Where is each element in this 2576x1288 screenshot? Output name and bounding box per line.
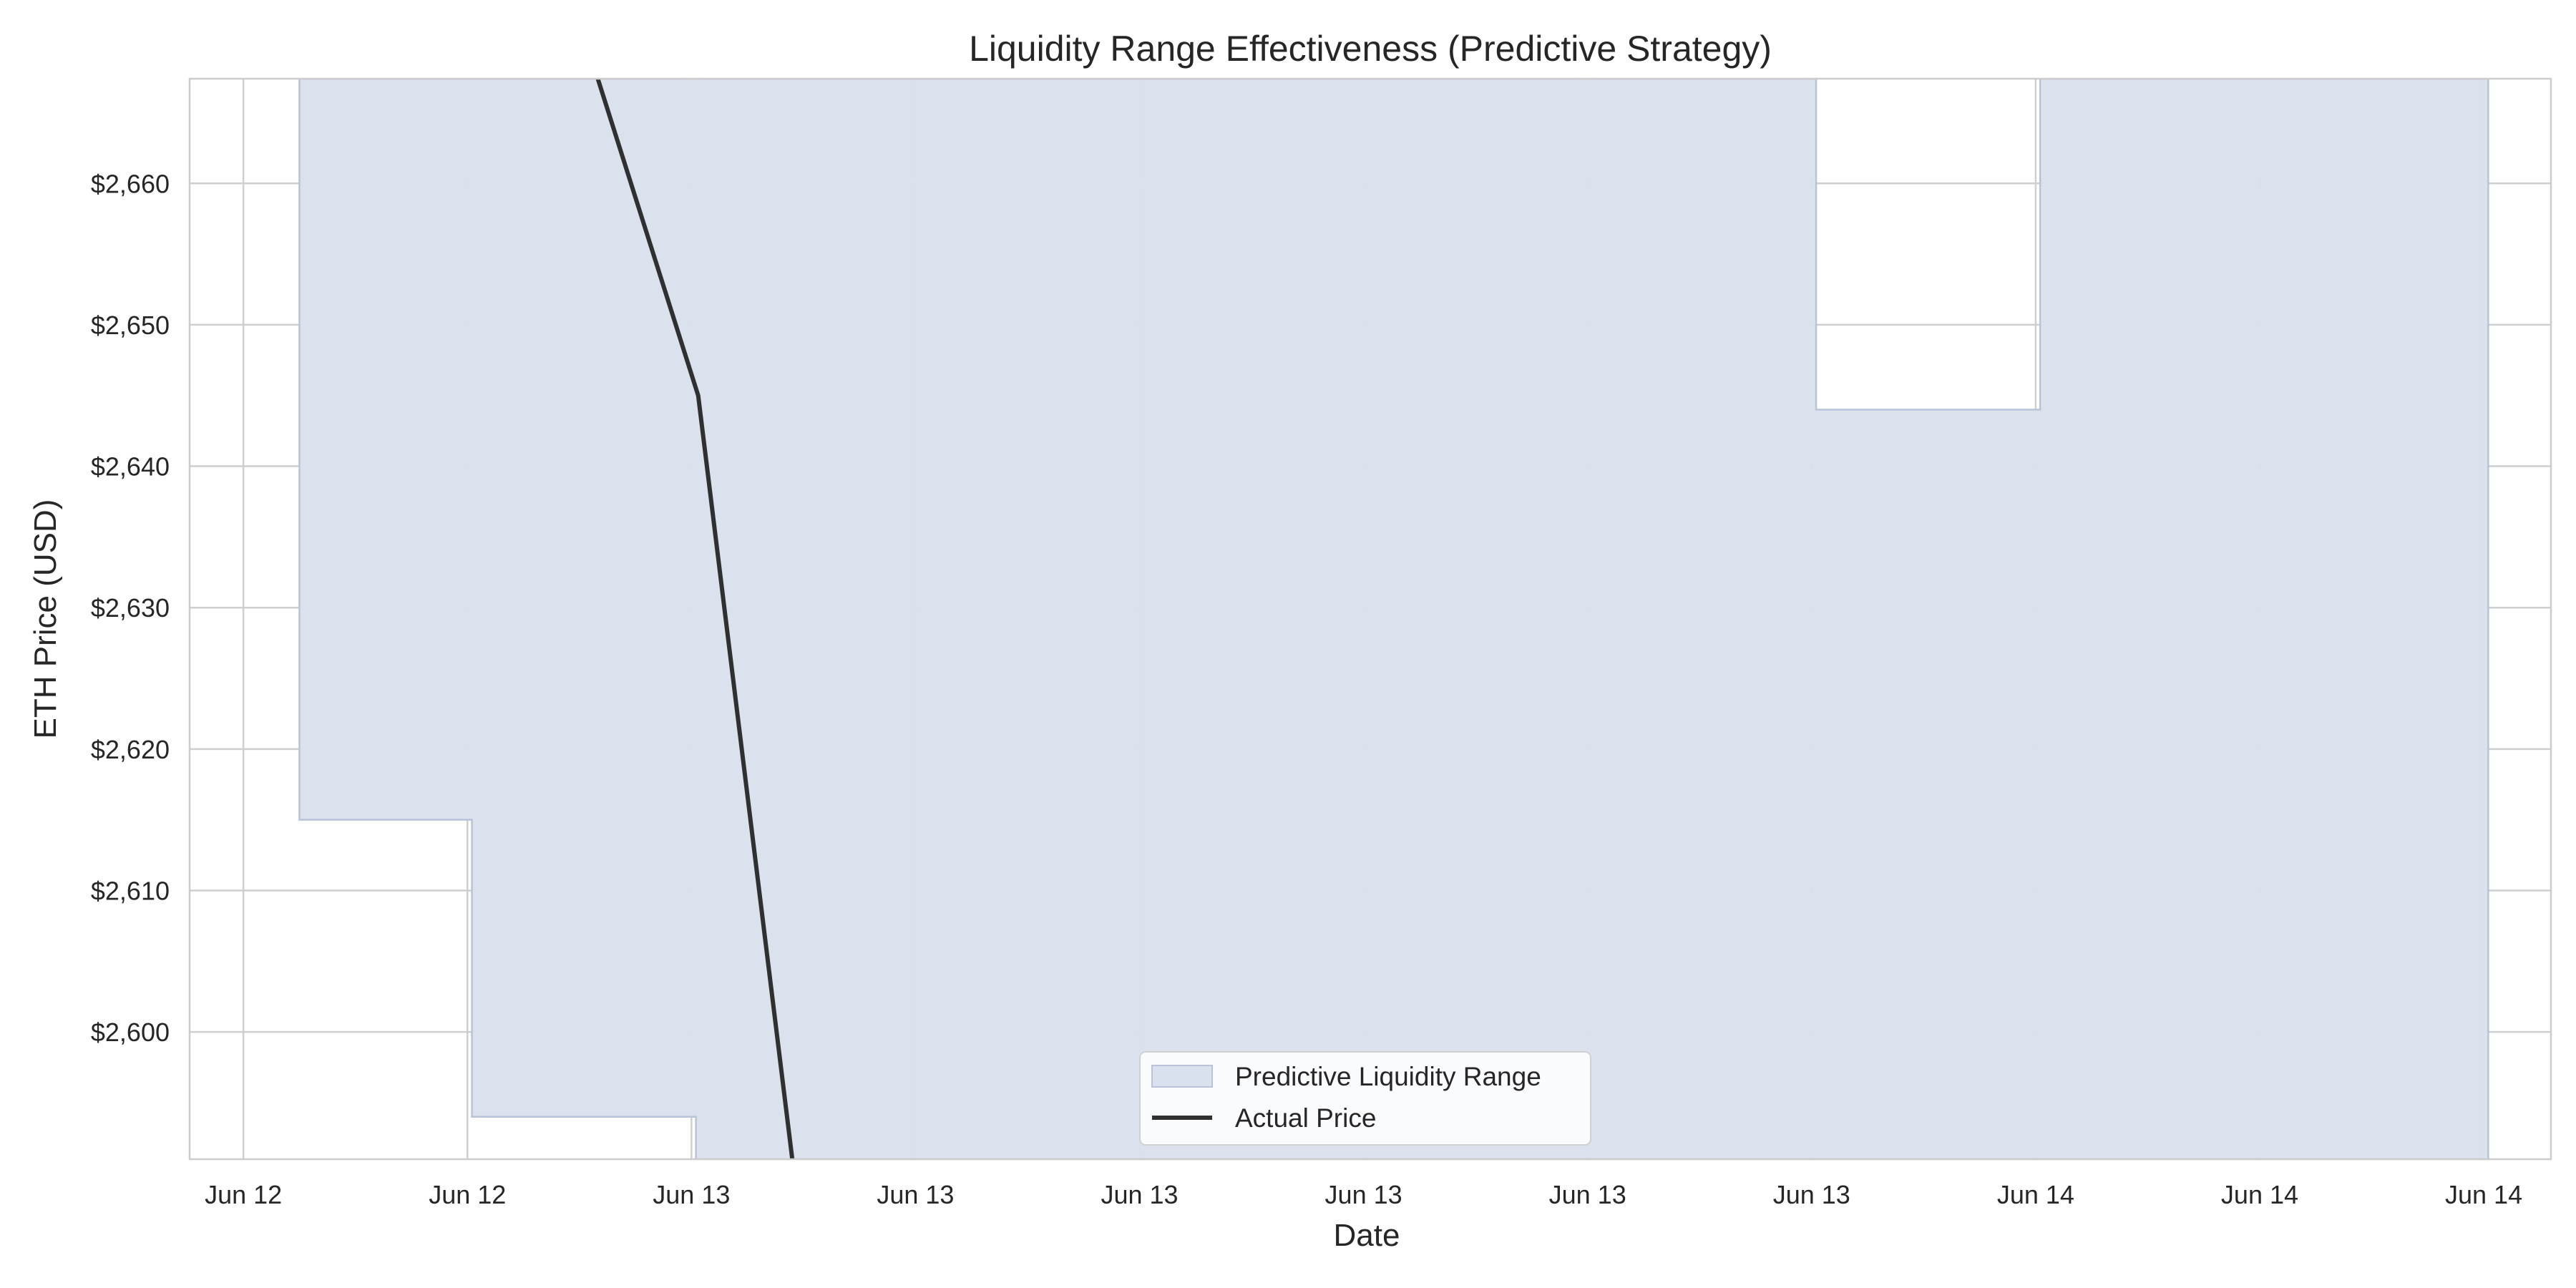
- x-tick-label: Jun 13: [1325, 1180, 1402, 1209]
- legend-price-label: Actual Price: [1235, 1103, 1376, 1133]
- actual-price-line-group: [595, 79, 795, 1159]
- x-tick-label: Jun 14: [2445, 1180, 2522, 1209]
- y-tick-label: $2,630: [91, 593, 170, 623]
- legend-box: [1139, 1051, 1591, 1146]
- y-tick-label: $2,660: [91, 169, 170, 198]
- x-tick-label: Jun 13: [1773, 1180, 1850, 1209]
- y-tick-label: $2,620: [91, 735, 170, 764]
- actual-price-line: [595, 79, 795, 1159]
- x-tick-label: Jun 13: [1549, 1180, 1626, 1209]
- x-tick-label: Jun 13: [653, 1180, 730, 1209]
- chart-title: Liquidity Range Effectiveness (Predictiv…: [969, 29, 1772, 69]
- y-tick-label: $2,610: [91, 876, 170, 905]
- y-tick-label: $2,640: [91, 452, 170, 482]
- y-tick-label: $2,600: [91, 1018, 170, 1047]
- y-tick-labels: $2,600 $2,610 $2,620 $2,630 $2,640 $2,650 $2,6…: [91, 169, 170, 1047]
- liquidity-range-area: [298, 79, 2489, 1159]
- y-axis-label: ETH Price (USD): [28, 499, 63, 739]
- legend-range-swatch: [1151, 1065, 1213, 1088]
- x-axis-label: Date: [1334, 1218, 1400, 1253]
- x-tick-label: Jun 12: [429, 1180, 506, 1209]
- x-tick-label: Jun 13: [877, 1180, 954, 1209]
- liquidity-range-band: [298, 79, 2489, 1159]
- x-tick-labels: Jun 12 Jun 12 Jun 13 Jun 13 Jun 13 Jun 13 Jun …: [205, 1180, 2522, 1209]
- x-tick-label: Jun 14: [1997, 1180, 2074, 1209]
- x-tick-label: Jun 12: [205, 1180, 282, 1209]
- legend-range-label: Predictive Liquidity Range: [1235, 1062, 1541, 1091]
- legend: Predictive Liquidity Range Actual Price: [1139, 1051, 1591, 1146]
- x-tick-label: Jun 13: [1101, 1180, 1178, 1209]
- x-tick-label: Jun 14: [2221, 1180, 2298, 1209]
- plot-frame: [188, 77, 2552, 1161]
- y-tick-label: $2,650: [91, 311, 170, 340]
